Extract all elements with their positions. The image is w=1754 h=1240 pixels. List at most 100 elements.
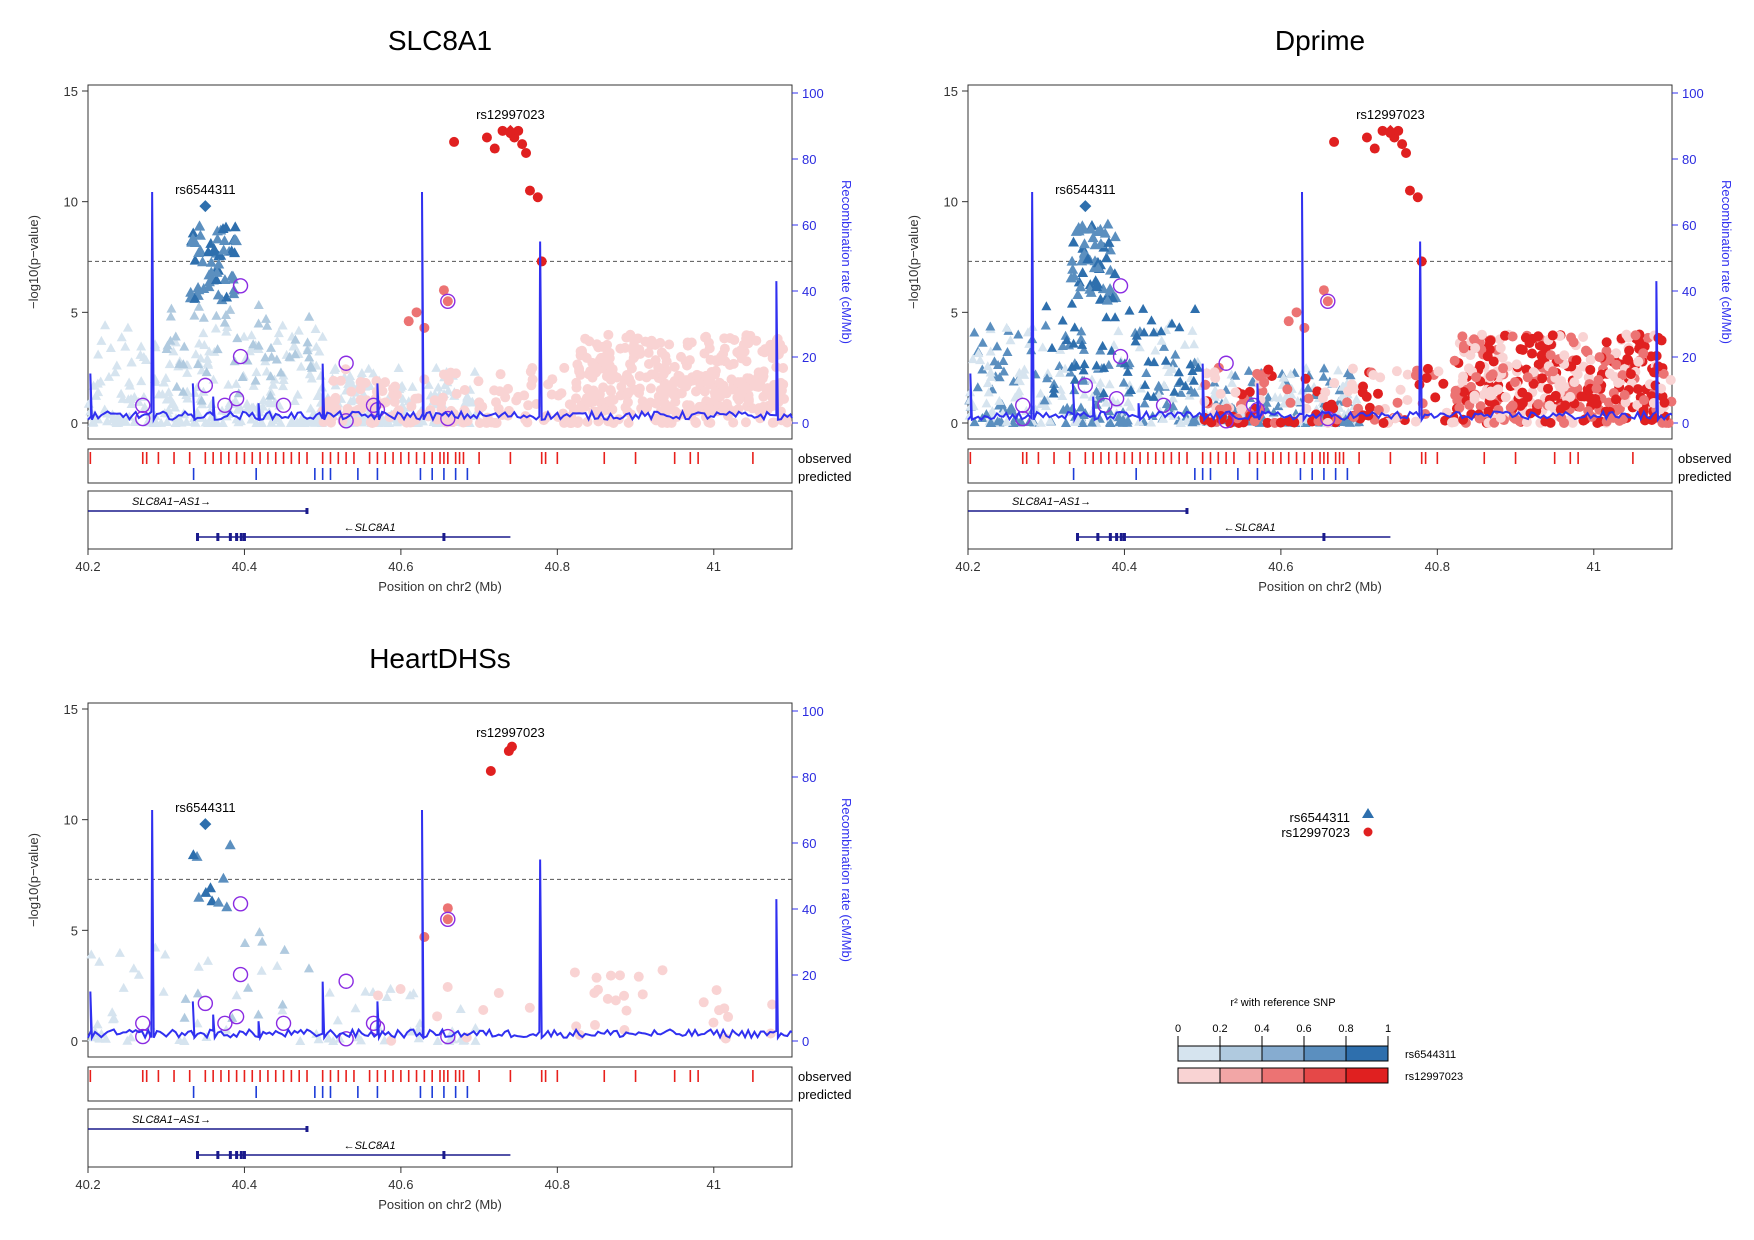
x-axis-label: Position on chr2 (Mb) xyxy=(1258,579,1382,594)
snp-triangle xyxy=(212,289,224,300)
snp-triangle xyxy=(211,233,223,244)
snp-triangle xyxy=(994,372,1005,382)
snp-point xyxy=(1469,334,1480,345)
snp-triangle xyxy=(1086,417,1097,427)
snp-point xyxy=(1454,402,1465,413)
snp-triangle xyxy=(193,961,204,971)
snp-triangle xyxy=(243,982,254,992)
snp-point xyxy=(1638,348,1649,359)
snp-triangle xyxy=(1005,335,1016,345)
snp-point xyxy=(1657,417,1668,428)
snp-triangle xyxy=(1159,341,1170,351)
snp-point xyxy=(582,416,593,427)
snp-point xyxy=(532,192,543,203)
y2-axis-label: Recombination rate (cM/Mb) xyxy=(1719,180,1734,344)
snp-triangle xyxy=(1113,326,1124,336)
exon xyxy=(216,533,220,541)
snp-triangle xyxy=(1150,345,1161,355)
snp-point xyxy=(1521,417,1532,428)
snp-point xyxy=(442,982,453,993)
snp-point xyxy=(1375,372,1386,383)
snp-point xyxy=(610,995,621,1006)
snp-point xyxy=(725,333,736,344)
snp-point xyxy=(1369,143,1380,154)
snp-triangle xyxy=(368,368,379,378)
snp-triangle xyxy=(229,247,241,258)
functional-snp-marker xyxy=(440,293,456,309)
snp-triangle xyxy=(94,956,105,966)
snp-triangle xyxy=(1185,359,1196,369)
snp-label: rs6544311 xyxy=(175,182,235,197)
plot-frame xyxy=(87,702,793,1058)
snp-triangle xyxy=(174,358,185,368)
snp-triangle xyxy=(305,403,316,413)
snp-triangle xyxy=(248,339,259,349)
snp-point xyxy=(1353,403,1364,414)
r2-tick-label: 0.2 xyxy=(1212,1023,1227,1035)
snp-point xyxy=(1572,369,1583,380)
r2-swatch-red xyxy=(1219,1067,1263,1084)
snp-point xyxy=(1433,366,1444,377)
snp-point xyxy=(650,339,661,350)
snp-triangle xyxy=(1193,362,1204,372)
snp-point xyxy=(1458,371,1469,382)
snp-triangle xyxy=(193,301,204,311)
snp-triangle xyxy=(1170,349,1181,359)
snp-triangle xyxy=(202,358,213,368)
snp-triangle xyxy=(1042,368,1053,378)
snp-point xyxy=(411,307,422,318)
snp-point xyxy=(1624,345,1635,356)
lead-snp-rs6544311 xyxy=(199,818,212,831)
snp-triangle xyxy=(1146,417,1157,427)
y2-tick-label: 0 xyxy=(802,1034,809,1049)
functional-snp-marker xyxy=(135,1028,151,1045)
exon xyxy=(196,533,200,541)
snp-point xyxy=(580,395,591,406)
snp-triangle xyxy=(1156,335,1167,345)
snp-triangle xyxy=(1095,377,1106,387)
snp-point xyxy=(1463,363,1474,374)
snp-triangle xyxy=(1131,330,1142,340)
functional-snp-marker xyxy=(1108,390,1125,407)
functional-snp-marker xyxy=(338,413,354,429)
snp-triangle xyxy=(1153,380,1164,390)
snp-triangle xyxy=(229,233,241,244)
gene-label: SLC8A1−AS1→ xyxy=(132,1114,211,1126)
snp-triangle xyxy=(1065,367,1076,377)
snp-triangle xyxy=(171,381,182,391)
snp-triangle xyxy=(158,986,169,996)
snp-label: rs6544311 xyxy=(175,800,235,815)
snp-point xyxy=(1545,350,1556,361)
x-axis-label: Position on chr2 (Mb) xyxy=(378,1197,502,1212)
snp-triangle xyxy=(972,382,983,392)
snp-triangle xyxy=(329,364,340,374)
snp-triangle xyxy=(123,394,134,404)
snp-point xyxy=(524,1002,535,1013)
snp-point xyxy=(571,377,582,388)
snp-point xyxy=(765,346,776,357)
snp-point xyxy=(1322,417,1333,428)
snp-point xyxy=(513,125,524,136)
snp-triangle xyxy=(136,341,147,351)
snp-triangle xyxy=(1286,389,1297,399)
snp-triangle xyxy=(1261,397,1272,407)
exon xyxy=(1185,508,1189,514)
snp-triangle xyxy=(139,402,150,412)
track-label-predicted: predicted xyxy=(798,469,851,484)
functional-snp-marker xyxy=(232,896,249,912)
snp-point xyxy=(676,351,687,362)
exon xyxy=(1115,533,1119,541)
snp-point xyxy=(635,348,646,359)
snp-triangle xyxy=(1099,362,1110,372)
annotation-track xyxy=(967,448,1673,484)
snp-point xyxy=(438,285,449,296)
snp-triangle xyxy=(1104,244,1116,255)
snp-triangle xyxy=(246,414,257,424)
snp-point xyxy=(660,380,671,391)
snp-point xyxy=(682,337,693,348)
snp-point xyxy=(762,383,773,394)
snp-point xyxy=(1578,331,1589,342)
snp-point xyxy=(664,339,675,350)
snp-triangle xyxy=(1333,365,1344,375)
snp-point xyxy=(586,368,597,379)
